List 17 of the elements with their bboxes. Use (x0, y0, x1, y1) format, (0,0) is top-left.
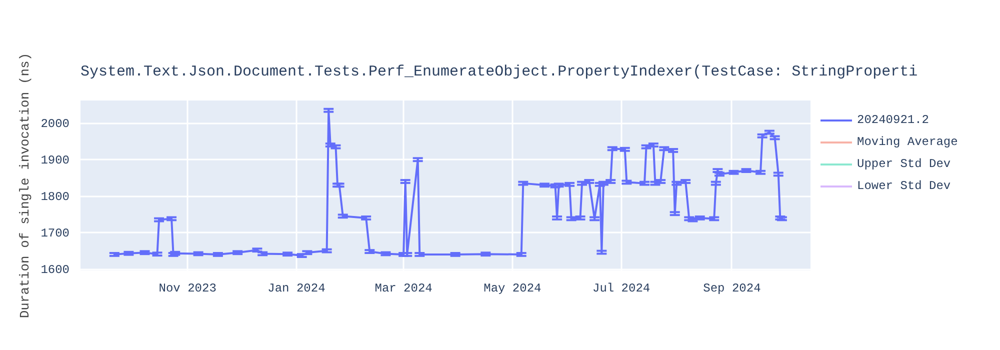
x-tick-label: Sep 2024 (703, 282, 761, 296)
x-tick-label: Mar 2024 (374, 282, 432, 296)
y-tick-label: 1700 (40, 226, 70, 241)
y-tick-label: 2000 (40, 117, 70, 132)
y-tick-label: 1900 (40, 154, 70, 168)
y-tick-label: 1600 (40, 263, 70, 278)
x-tick-label: Jan 2024 (268, 282, 326, 296)
legend-label: Lower Std Dev (857, 179, 951, 193)
y-axis-title: Duration of single invocation (ns) (18, 52, 33, 318)
legend-label: 20240921.2 (857, 113, 930, 127)
y-tick-label: 1800 (40, 190, 70, 204)
legend-label: Upper Std Dev (857, 157, 951, 171)
legend-label: Moving Average (857, 135, 958, 149)
x-tick-label: Nov 2023 (158, 282, 216, 296)
chart-title: System.Text.Json.Document.Tests.Perf_EnumerateObject.PropertyIndexer(TestCase: StringProperti (80, 64, 918, 80)
x-tick-label: Jul 2024 (592, 282, 650, 296)
x-tick-label: May 2024 (484, 282, 542, 296)
